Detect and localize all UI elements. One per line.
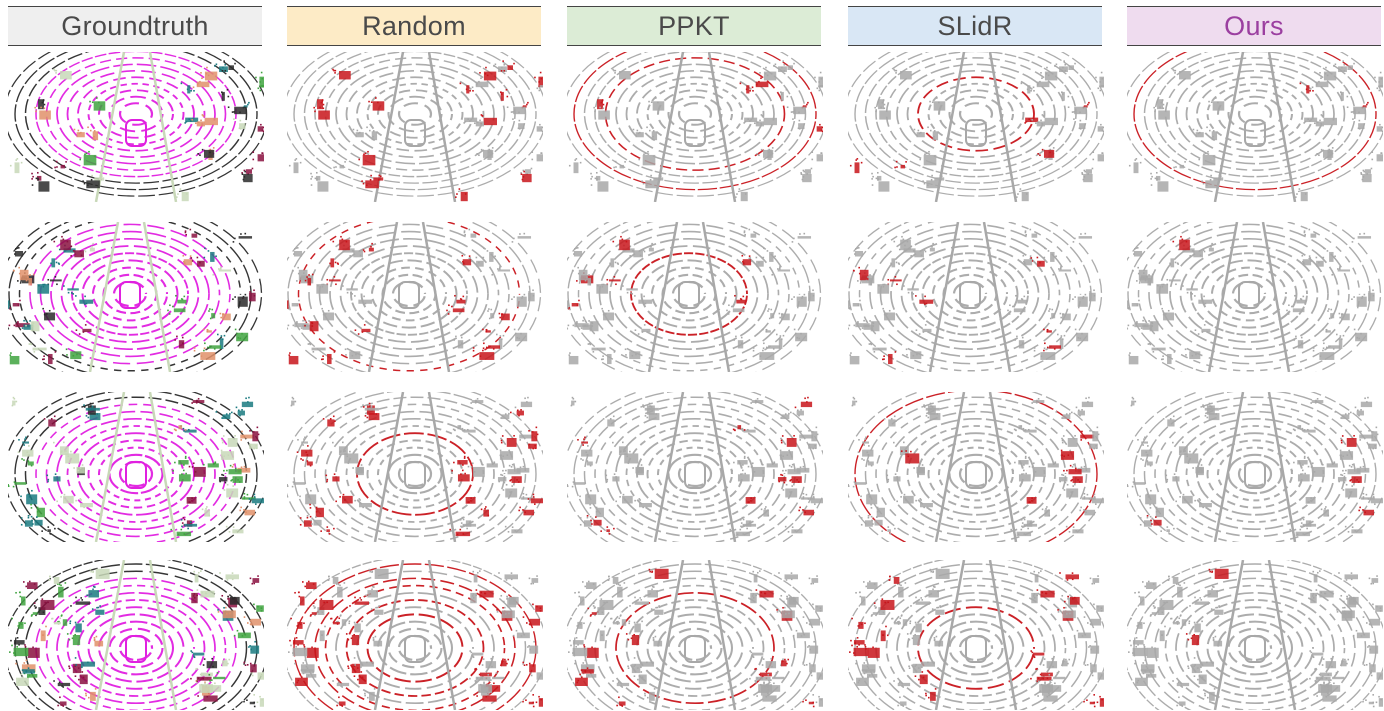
pointcloud-random-row1 <box>287 52 543 202</box>
pointcloud-ours-row2 <box>1127 222 1383 372</box>
pointcloud-slidr-row4 <box>848 560 1104 710</box>
pointcloud-svg <box>848 222 1103 372</box>
header-ppkt: PPKT <box>567 6 821 46</box>
pointcloud-svg <box>287 52 543 202</box>
pointcloud-svg <box>567 52 823 202</box>
pointcloud-groundtruth-row4 <box>8 560 264 710</box>
pointcloud-svg <box>567 222 822 372</box>
pointcloud-svg <box>287 560 543 710</box>
pointcloud-svg <box>848 560 1104 710</box>
pointcloud-svg <box>8 222 263 372</box>
pointcloud-svg <box>1127 392 1383 542</box>
header-random: Random <box>287 6 541 46</box>
pointcloud-groundtruth-row3 <box>8 392 264 542</box>
pointcloud-svg <box>567 392 823 542</box>
pointcloud-svg <box>8 392 264 542</box>
header-ours: Ours <box>1127 6 1381 46</box>
pointcloud-ours-row4 <box>1127 560 1383 710</box>
pointcloud-svg <box>1127 222 1382 372</box>
pointcloud-svg <box>287 222 542 372</box>
pointcloud-svg <box>848 392 1104 542</box>
pointcloud-random-row4 <box>287 560 543 710</box>
pointcloud-svg <box>8 560 264 710</box>
pointcloud-groundtruth-row1 <box>8 52 264 202</box>
pointcloud-ppkt-row2 <box>567 222 823 372</box>
pointcloud-ours-row3 <box>1127 392 1383 542</box>
pointcloud-svg <box>848 52 1104 202</box>
pointcloud-svg <box>8 52 264 202</box>
pointcloud-ppkt-row3 <box>567 392 823 542</box>
pointcloud-svg <box>1127 52 1383 202</box>
pointcloud-svg <box>567 560 823 710</box>
header-slidr: SLidR <box>848 6 1102 46</box>
pointcloud-groundtruth-row2 <box>8 222 264 372</box>
header-groundtruth: Groundtruth <box>8 6 262 46</box>
pointcloud-slidr-row2 <box>848 222 1104 372</box>
pointcloud-svg <box>1127 560 1383 710</box>
pointcloud-ppkt-row1 <box>567 52 823 202</box>
pointcloud-random-row2 <box>287 222 543 372</box>
pointcloud-ppkt-row4 <box>567 560 823 710</box>
pointcloud-svg <box>287 392 543 542</box>
pointcloud-random-row3 <box>287 392 543 542</box>
pointcloud-slidr-row1 <box>848 52 1104 202</box>
pointcloud-ours-row1 <box>1127 52 1383 202</box>
pointcloud-slidr-row3 <box>848 392 1104 542</box>
